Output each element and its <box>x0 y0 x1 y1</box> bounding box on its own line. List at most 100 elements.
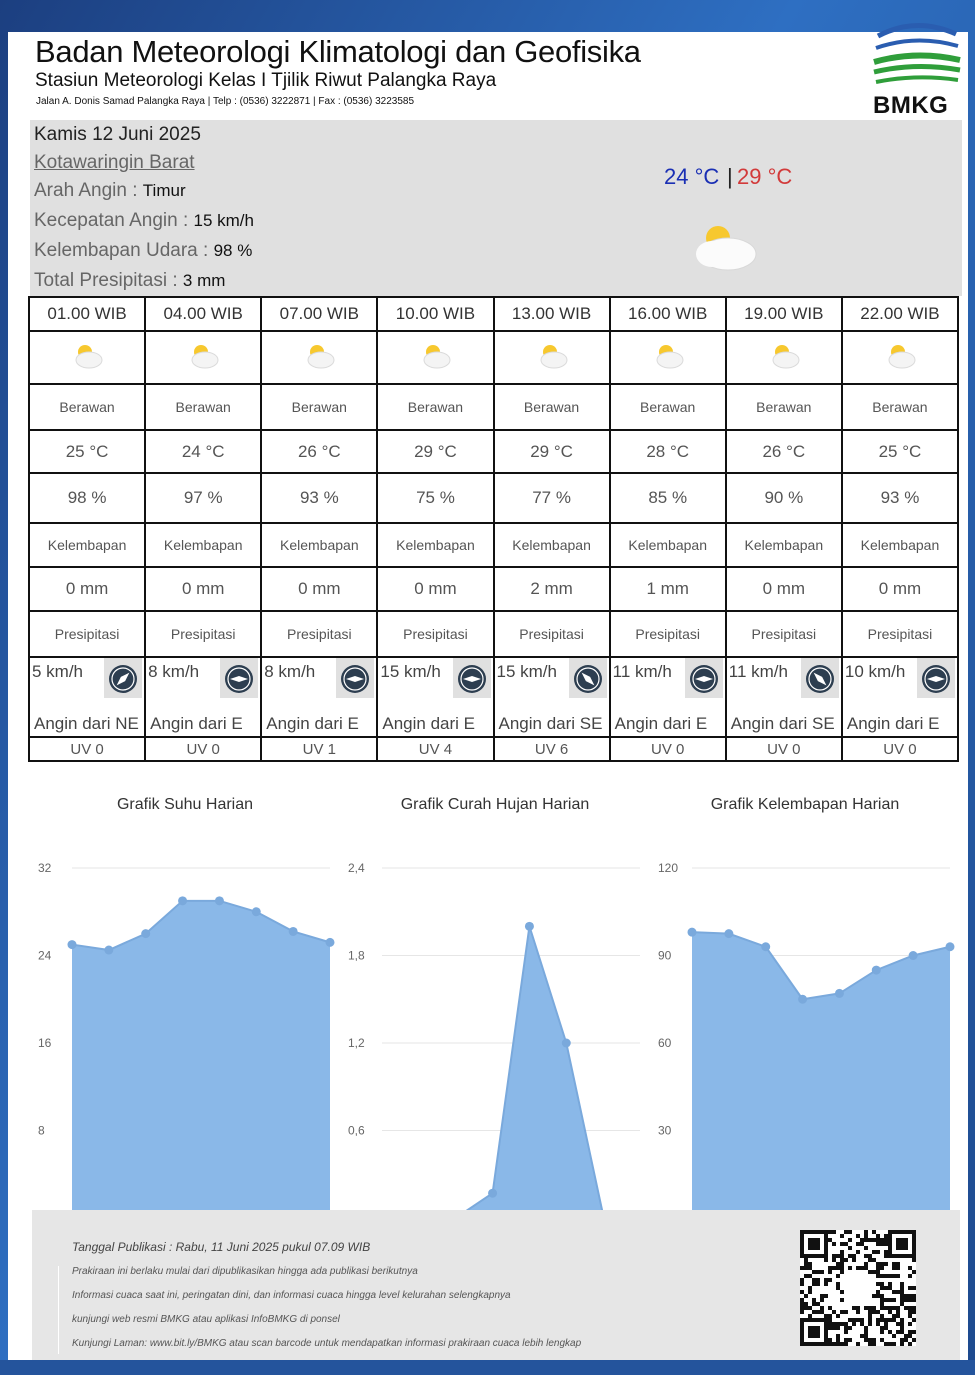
precip-value: 3 mm <box>182 271 226 290</box>
bmkg-logo-text: BMKG <box>873 92 949 119</box>
footer-line: Kunjungi Laman: www.bit.ly/BMKG atau sca… <box>72 1338 582 1349</box>
qr-module <box>840 1270 844 1274</box>
qr-module <box>876 1318 880 1322</box>
qr-module <box>884 1242 888 1246</box>
qr-module <box>852 1318 856 1322</box>
qr-module <box>856 1310 860 1314</box>
wind-speed: 8 km/h <box>148 662 200 681</box>
qr-module <box>848 1338 852 1342</box>
humidity-label-cell: Kelembapan <box>724 522 843 568</box>
qr-module <box>800 1310 804 1314</box>
partly-cloudy-icon <box>656 344 684 368</box>
qr-module <box>880 1302 884 1306</box>
wind-direction: Angin dari SE <box>730 714 835 733</box>
compass-icon <box>457 665 486 693</box>
qr-module <box>844 1322 848 1326</box>
qr-module <box>912 1318 916 1322</box>
qr-module <box>836 1282 840 1286</box>
time-cell: 13.00 WIB <box>492 296 611 332</box>
daily-summary: Kamis 12 Juni 2025 Kotawaringin Barat Ar… <box>30 120 962 296</box>
qr-module <box>848 1326 852 1330</box>
qr-module <box>844 1326 848 1330</box>
qr-module <box>892 1274 896 1278</box>
qr-module <box>852 1254 856 1258</box>
y-tick-label: 1,2 <box>348 1036 365 1050</box>
precipitation-label-cell: Presipitasi <box>608 610 727 658</box>
qr-module <box>812 1298 816 1302</box>
qr-module <box>812 1270 816 1274</box>
qr-module <box>880 1266 884 1270</box>
y-tick-label: 30 <box>658 1124 672 1138</box>
qr-module <box>912 1258 916 1262</box>
qr-module <box>836 1322 840 1326</box>
qr-module <box>908 1330 912 1334</box>
data-point <box>214 896 224 906</box>
qr-module <box>884 1286 888 1290</box>
qr-module <box>864 1338 868 1342</box>
temperature-row: 25 °C 24 °C 26 °C 29 °C 29 °C 28 °C 26 °C 25 °C <box>27 429 960 474</box>
data-point <box>724 929 734 939</box>
qr-module <box>892 1334 896 1338</box>
qr-module <box>876 1274 880 1278</box>
qr-module <box>816 1278 820 1282</box>
qr-code-icon[interactable] <box>800 1230 916 1346</box>
qr-module <box>812 1302 816 1306</box>
qr-module <box>876 1250 880 1254</box>
qr-module <box>828 1306 832 1310</box>
qr-module <box>908 1306 912 1310</box>
wind-speed-value: 15 km/h <box>193 211 254 230</box>
station-address: Jalan A. Donis Samad Palangka Raya | Tel… <box>36 96 415 107</box>
uv-cell: UV 0 <box>608 736 727 762</box>
qr-module <box>864 1306 868 1310</box>
qr-module <box>876 1238 880 1242</box>
uv-row: UV 0 UV 0 UV 1 UV 4 UV 6 UV 0 UV 0 UV 0 <box>27 736 960 762</box>
temp-min: 24 °C <box>664 164 720 189</box>
social-bar <box>0 1360 975 1375</box>
qr-module <box>808 1314 812 1318</box>
humidity-value: 98 % <box>213 241 253 260</box>
qr-module <box>880 1286 884 1290</box>
qr-module <box>884 1318 888 1322</box>
qr-module <box>876 1282 880 1286</box>
wind-direction-label: Arah Angin : <box>34 180 143 201</box>
icon-cell <box>840 330 960 385</box>
humidity-label: Kelembapan Udara : <box>34 240 214 261</box>
qr-module <box>880 1262 884 1266</box>
humidity-label-cell: Kelembapan <box>260 522 379 568</box>
condition-cell: Berawan <box>144 383 263 431</box>
condition-cell: Berawan <box>724 383 843 431</box>
compass-icon <box>225 665 254 693</box>
data-point <box>178 896 188 906</box>
chart-title: Grafik Kelembapan Harian <box>710 796 900 813</box>
qr-module <box>900 1282 904 1286</box>
precipitation-cell: 0 mm <box>840 566 960 612</box>
uv-cell: UV 4 <box>376 736 495 762</box>
data-point <box>561 1038 571 1048</box>
qr-module <box>892 1266 896 1270</box>
qr-module <box>876 1262 880 1266</box>
qr-module <box>884 1238 888 1242</box>
time-cell: 19.00 WIB <box>724 296 843 332</box>
wind-speed: Kecepatan Angin : 15 km/h <box>34 210 254 232</box>
area-link[interactable]: Kotawaringin Barat <box>34 152 195 173</box>
wind-speed: 8 km/h <box>264 662 316 681</box>
icon-cell <box>724 330 843 385</box>
qr-module <box>884 1322 888 1326</box>
qr-module <box>872 1338 876 1342</box>
qr-module <box>820 1306 824 1310</box>
humidity-cell: 90 % <box>724 472 843 524</box>
time-cell: 16.00 WIB <box>608 296 727 332</box>
humidity-cell: 85 % <box>608 472 727 524</box>
qr-module <box>868 1310 872 1314</box>
qr-module <box>860 1322 864 1326</box>
qr-module <box>840 1310 844 1314</box>
wind-compass-box <box>220 659 259 698</box>
qr-module <box>820 1298 824 1302</box>
qr-module <box>836 1286 840 1290</box>
qr-module <box>880 1238 884 1242</box>
qr-module <box>896 1330 900 1334</box>
qr-module <box>860 1242 864 1246</box>
data-point <box>488 1188 498 1198</box>
qr-module <box>860 1266 864 1270</box>
qr-finder <box>896 1238 908 1250</box>
